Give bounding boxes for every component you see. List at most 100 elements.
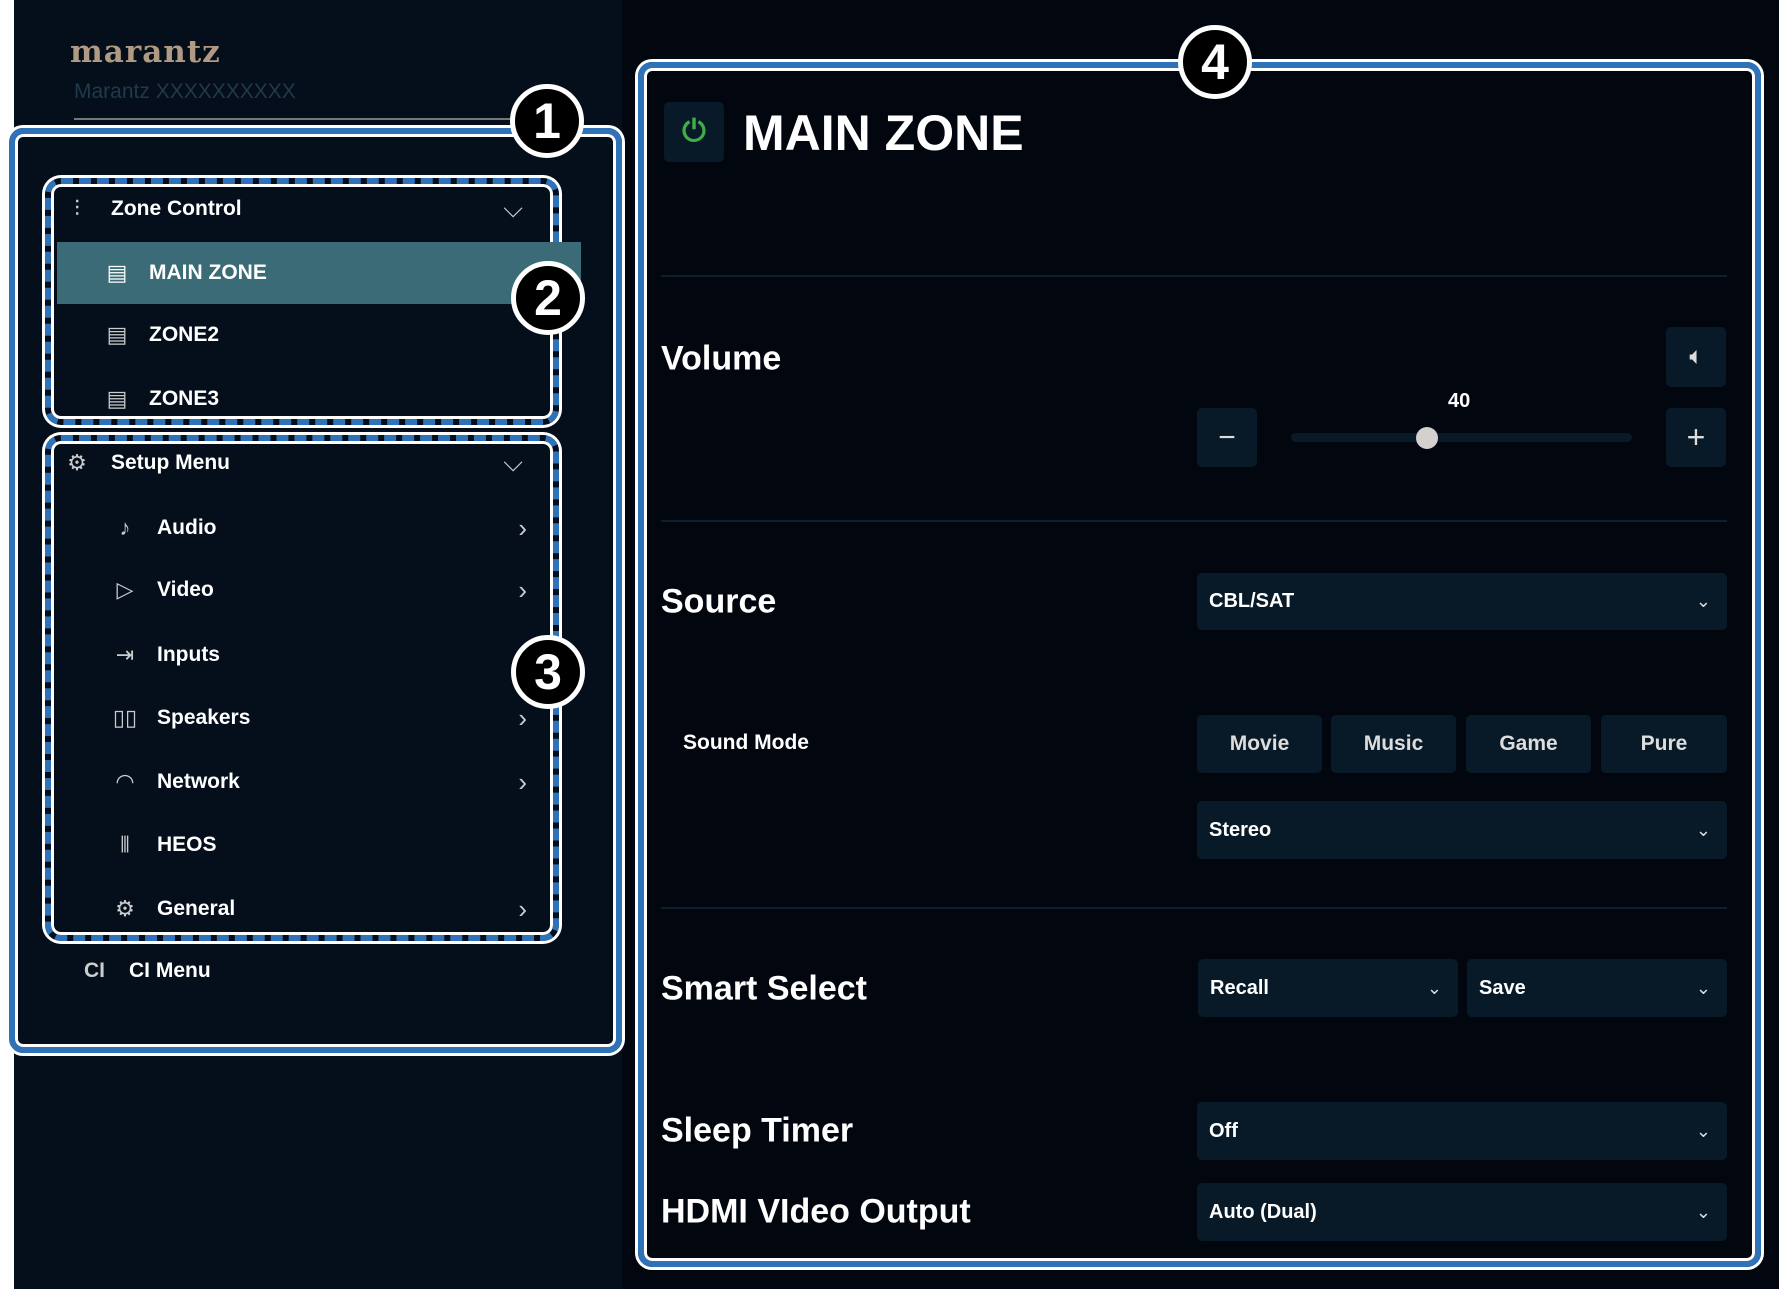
source-value: CBL/SAT bbox=[1209, 590, 1295, 612]
model-name: Marantz XXXXXXXXXX bbox=[74, 80, 296, 103]
zone-icon: ▤ bbox=[106, 260, 128, 285]
zone-label: ZONE2 bbox=[149, 323, 220, 346]
chevron-down-icon: ⌄ bbox=[1695, 819, 1711, 840]
callout-badge-3: 3 bbox=[511, 635, 585, 709]
sleep-timer-value: Off bbox=[1209, 1119, 1238, 1142]
minus-icon: − bbox=[1218, 420, 1236, 454]
sound-mode-movie-button[interactable]: Movie bbox=[1197, 715, 1322, 773]
sound-mode-label: Sound Mode bbox=[683, 731, 809, 754]
speakers-icon: ▯▯ bbox=[112, 705, 138, 730]
setup-menu-header[interactable]: ⚙ Setup Menu ⌵ bbox=[57, 433, 557, 493]
main-panel bbox=[622, 0, 1779, 1289]
setup-item-audio[interactable]: ♪ Audio › bbox=[57, 498, 557, 558]
volume-label: Volume bbox=[661, 339, 782, 378]
volume-slider-thumb[interactable] bbox=[1416, 427, 1439, 449]
hdmi-output-dropdown[interactable]: Auto (Dual) ⌄ bbox=[1197, 1183, 1727, 1241]
zone-item-zone3[interactable]: ▤ ZONE3 bbox=[57, 369, 557, 429]
page-title: MAIN ZONE bbox=[743, 105, 1024, 161]
plus-icon: + bbox=[1686, 419, 1706, 455]
chevron-down-icon: ⌄ bbox=[1695, 1120, 1711, 1141]
chevron-down-icon: ⌄ bbox=[1695, 1201, 1711, 1222]
smart-select-save-dropdown[interactable]: Save ⌄ bbox=[1467, 959, 1727, 1017]
zone-control-header[interactable]: ⫶ Zone Control ⌵ bbox=[57, 179, 557, 239]
zone-icon: ▤ bbox=[106, 386, 128, 411]
power-icon: ⏻ bbox=[682, 115, 706, 148]
chevron-down-icon: ⌄ bbox=[1695, 591, 1711, 611]
mute-button[interactable]: 🔈︎ bbox=[1666, 327, 1726, 387]
inputs-icon: ⇥ bbox=[115, 642, 135, 667]
item-label: General bbox=[157, 897, 236, 920]
volume-slider[interactable] bbox=[1291, 433, 1632, 442]
zone-label: ZONE3 bbox=[149, 387, 220, 410]
callout-box-4 bbox=[638, 62, 1761, 1267]
divider bbox=[661, 275, 1727, 277]
setup-item-speakers[interactable]: ▯▯ Speakers › bbox=[57, 688, 557, 748]
zone-label: MAIN ZONE bbox=[149, 261, 267, 284]
setup-item-video[interactable]: ▷ Video › bbox=[57, 560, 557, 620]
item-label: Speakers bbox=[157, 706, 251, 729]
sleep-timer-dropdown[interactable]: Off ⌄ bbox=[1197, 1102, 1727, 1160]
zone-item-zone2[interactable]: ▤ ZONE2 bbox=[57, 305, 557, 365]
callout-badge-2: 2 bbox=[511, 261, 585, 335]
item-label: Video bbox=[157, 578, 214, 601]
sound-mode-value: Stereo bbox=[1209, 818, 1272, 841]
chevron-right-icon: › bbox=[518, 512, 527, 543]
sound-mode-pure-button[interactable]: Pure bbox=[1601, 715, 1727, 773]
callout-box-1 bbox=[9, 128, 622, 1053]
video-icon: ▷ bbox=[116, 577, 134, 602]
wifi-icon: ◠ bbox=[115, 769, 135, 794]
zone-icon: ▤ bbox=[106, 322, 128, 347]
sound-mode-dropdown[interactable]: Stereo ⌄ bbox=[1197, 801, 1727, 859]
item-label: Audio bbox=[157, 516, 217, 539]
heos-icon: ⦀ bbox=[120, 832, 130, 857]
volume-up-button[interactable]: + bbox=[1666, 408, 1726, 467]
ci-icon: CI bbox=[84, 959, 105, 982]
chevron-down-icon: ⌵ bbox=[503, 193, 523, 223]
hdmi-output-value: Auto (Dual) bbox=[1209, 1200, 1317, 1223]
setup-item-general[interactable]: ⚙ General › bbox=[57, 879, 557, 939]
zone-control-label: Zone Control bbox=[111, 197, 242, 220]
ci-menu-item[interactable]: CI CI Menu bbox=[84, 941, 584, 1001]
volume-down-button[interactable]: − bbox=[1197, 408, 1257, 467]
chevron-right-icon: › bbox=[518, 702, 527, 733]
divider bbox=[74, 118, 510, 120]
marantz-logo: marantz bbox=[70, 34, 221, 70]
chevron-down-icon: ⌵ bbox=[503, 447, 523, 477]
smart-select-label: Smart Select bbox=[661, 969, 867, 1008]
sound-mode-game-button[interactable]: Game bbox=[1466, 715, 1591, 773]
zone-item-main-zone[interactable]: ▤ MAIN ZONE bbox=[57, 242, 581, 304]
speaker-icon: 🔈︎ bbox=[1689, 345, 1703, 368]
source-dropdown[interactable]: CBL/SAT ⌄ bbox=[1197, 573, 1727, 630]
divider bbox=[661, 907, 1727, 909]
item-label: HEOS bbox=[157, 833, 217, 856]
gears-icon: ⚙ bbox=[67, 450, 87, 475]
sound-mode-music-button[interactable]: Music bbox=[1331, 715, 1456, 773]
volume-value: 40 bbox=[1448, 390, 1471, 412]
callout-badge-4: 4 bbox=[1178, 25, 1252, 99]
item-label: Network bbox=[157, 770, 240, 793]
save-label: Save bbox=[1479, 976, 1526, 999]
sleep-timer-label: Sleep Timer bbox=[661, 1111, 854, 1150]
source-label: Source bbox=[661, 582, 777, 621]
setup-item-network[interactable]: ◠ Network › bbox=[57, 752, 557, 812]
music-note-icon: ♪ bbox=[119, 515, 131, 540]
setup-item-inputs[interactable]: ⇥ Inputs bbox=[57, 625, 557, 685]
chevron-right-icon: › bbox=[518, 574, 527, 605]
gear-icon: ⚙ bbox=[115, 896, 135, 921]
power-button[interactable]: ⏻ bbox=[664, 102, 724, 162]
setup-menu-label: Setup Menu bbox=[111, 451, 230, 474]
setup-item-heos[interactable]: ⦀ HEOS bbox=[57, 815, 557, 875]
divider bbox=[661, 520, 1727, 522]
hdmi-output-label: HDMI VIdeo Output bbox=[661, 1192, 971, 1231]
recall-label: Recall bbox=[1210, 976, 1269, 999]
callout-badge-1: 1 bbox=[510, 84, 584, 158]
chevron-right-icon: › bbox=[518, 766, 527, 797]
ci-menu-label: CI Menu bbox=[129, 959, 211, 982]
chevron-right-icon: › bbox=[518, 893, 527, 924]
chevron-down-icon: ⌄ bbox=[1695, 977, 1711, 998]
chevron-down-icon: ⌄ bbox=[1426, 977, 1442, 998]
item-label: Inputs bbox=[157, 643, 220, 666]
sidebar bbox=[14, 0, 622, 1289]
smart-select-recall-dropdown[interactable]: Recall ⌄ bbox=[1198, 959, 1458, 1017]
sliders-icon: ⫶ bbox=[74, 196, 80, 221]
